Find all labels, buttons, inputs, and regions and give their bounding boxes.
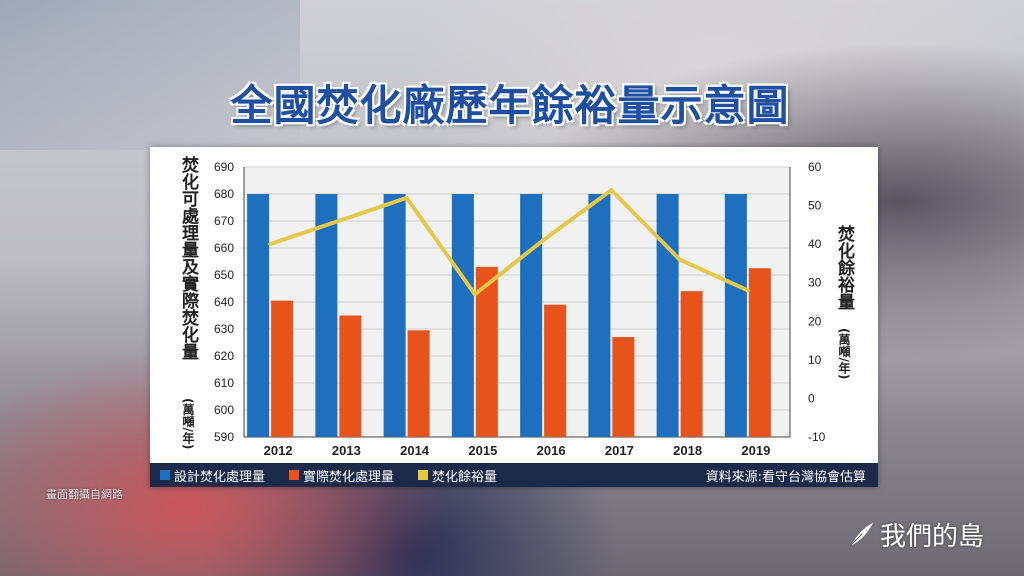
point-surplus	[541, 238, 546, 243]
point-surplus	[404, 195, 409, 200]
left-tick-label: 690	[214, 160, 234, 174]
legend-label-actual: 實際焚化處理量	[303, 469, 395, 485]
logo-text: 我們的島	[880, 522, 985, 552]
title-container: 全國焚化廠歷年餘裕量示意圖	[185, 74, 835, 130]
bar-design	[451, 194, 474, 437]
left-tick-label: 680	[214, 187, 234, 201]
legend-item-surplus: 焚化餘裕量	[418, 466, 497, 485]
legend-item-actual: 實際焚化處理量	[289, 466, 394, 485]
x-tick-label: 2016	[537, 443, 566, 458]
feather-icon	[849, 522, 873, 546]
legend-item-design: 設計焚化處理量	[160, 466, 265, 485]
bar-design	[247, 194, 270, 437]
point-surplus	[745, 288, 750, 293]
right-tick-label: 0	[808, 391, 815, 405]
legend-swatch-design	[160, 470, 170, 480]
x-tick-label: 2013	[332, 443, 361, 458]
right-tick-label: 60	[808, 160, 822, 174]
bar-actual	[680, 291, 703, 437]
bar-design	[520, 194, 543, 437]
left-tick-label: 590	[214, 430, 234, 444]
right-tick-label: 20	[808, 314, 822, 328]
point-surplus	[677, 257, 682, 262]
x-tick-label: 2012	[264, 443, 293, 458]
point-surplus	[268, 242, 273, 247]
point-surplus	[472, 292, 477, 297]
right-tick-label: 50	[808, 199, 822, 213]
x-tick-label: 2018	[673, 443, 702, 458]
left-tick-label: 620	[214, 349, 234, 363]
right-tick-label: -10	[808, 430, 826, 444]
legend-label-surplus: 焚化餘裕量	[432, 469, 498, 485]
legend-label-design: 設計焚化處理量	[174, 469, 266, 485]
left-tick-label: 660	[214, 241, 234, 255]
bar-design	[724, 194, 747, 437]
bar-design	[656, 194, 679, 437]
left-tick-label: 650	[214, 268, 234, 282]
bar-design	[315, 194, 338, 437]
bar-actual	[748, 268, 771, 437]
left-axis-label: 焚化可處理量及實際焚化量	[178, 156, 198, 360]
chart-title: 全國焚化廠歷年餘裕量示意圖	[230, 80, 790, 130]
bar-actual	[475, 266, 498, 437]
left-tick-label: 610	[214, 376, 234, 390]
right-axis-label: 焚化餘裕量	[834, 225, 854, 310]
left-tick-label: 670	[214, 214, 234, 228]
bar-design	[588, 194, 611, 437]
right-tick-label: 40	[808, 237, 822, 251]
legend-swatch-surplus	[418, 470, 429, 480]
x-tick-label: 2017	[605, 443, 634, 458]
logo: 我們的島	[846, 516, 984, 553]
right-tick-label: 10	[808, 353, 822, 367]
point-surplus	[609, 188, 614, 193]
left-tick-label: 630	[214, 322, 234, 336]
bar-actual	[544, 304, 567, 437]
left-tick-label: 600	[214, 403, 234, 417]
left-axis-unit: (萬噸/年)	[181, 398, 195, 450]
pts-watermark-band	[0, 0, 300, 150]
legend-bar: 設計焚化處理量 實際焚化處理量 焚化餘裕量 資料來源:看守台灣協會估算	[150, 463, 878, 487]
x-tick-label: 2019	[741, 443, 770, 458]
x-tick-label: 2015	[468, 443, 497, 458]
bar-actual	[612, 337, 635, 437]
bar-design	[383, 194, 406, 437]
bar-actual	[407, 330, 430, 437]
bar-actual	[271, 300, 294, 437]
point-surplus	[336, 219, 341, 223]
source-note: 資料來源:看守台灣協會估算	[705, 469, 866, 485]
credit-note: 畫面翻攝自網路	[46, 488, 123, 501]
left-tick-label: 640	[214, 295, 234, 309]
right-tick-label: 30	[808, 276, 822, 290]
line-surplus	[269, 188, 749, 297]
x-tick-label: 2014	[400, 443, 430, 458]
right-axis-unit: (萬噸/年)	[837, 328, 851, 380]
bar-actual	[339, 315, 362, 437]
legend-swatch-actual	[289, 470, 300, 480]
